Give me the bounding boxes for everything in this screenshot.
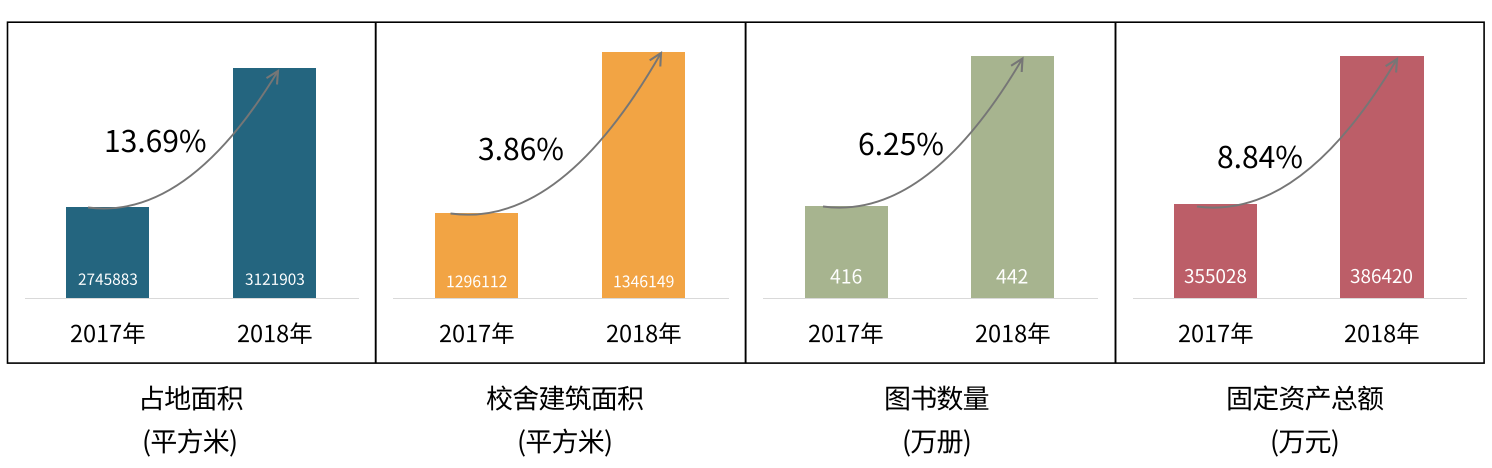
panel-unit-label: (平方米) — [516, 427, 615, 459]
x-axis-label-2017: 2017年 — [1177, 321, 1255, 349]
panel-title: 校舍建筑面积 — [485, 384, 645, 416]
bar-value-label-2018: 442 — [995, 266, 1030, 289]
bar-value-label-2018: 386420 — [1349, 266, 1414, 288]
x-axis-line — [24, 298, 359, 300]
x-axis-line — [1132, 298, 1468, 300]
x-axis-label-2017: 2017年 — [69, 321, 147, 349]
x-axis-label-2018: 2018年 — [1343, 321, 1421, 349]
bar-value-label-2017: 2745883 — [77, 271, 139, 289]
panel-unit-label: (平方米) — [141, 427, 240, 459]
outer-border — [6, 21, 1485, 364]
growth-percent-label: 6.25% — [857, 128, 945, 163]
panel-title: 固定资产总额 — [1225, 384, 1385, 416]
panel-title: 占地面积 — [137, 384, 245, 416]
growth-percent-label: 8.84% — [1216, 141, 1304, 176]
bar-2018 — [970, 56, 1054, 298]
x-axis-label-2018: 2018年 — [974, 321, 1052, 349]
bar-value-label-2017: 1296112 — [445, 273, 509, 292]
growth-percent-label: 3.86% — [477, 133, 565, 168]
panel-title: 图书数量 — [883, 384, 991, 416]
panel-unit-label: (万册) — [901, 427, 973, 459]
x-axis-label-2018: 2018年 — [236, 321, 314, 349]
x-axis-label-2017: 2017年 — [438, 321, 516, 349]
x-axis-label-2017: 2017年 — [807, 321, 885, 349]
x-axis-line — [762, 298, 1099, 300]
x-axis-line — [392, 298, 729, 300]
bar-2018 — [1339, 56, 1424, 298]
bar-2018 — [601, 51, 685, 298]
bar-2018 — [233, 67, 316, 298]
x-axis-label-2018: 2018年 — [605, 321, 683, 349]
bar-value-label-2017: 416 — [829, 266, 864, 289]
panel-unit-label: (万元) — [1269, 427, 1341, 459]
growth-percent-label: 13.69% — [103, 125, 208, 160]
bar-value-label-2018: 1346149 — [612, 273, 676, 292]
bar-value-label-2017: 355028 — [1183, 266, 1248, 288]
bar-value-label-2018: 3121903 — [244, 271, 306, 289]
